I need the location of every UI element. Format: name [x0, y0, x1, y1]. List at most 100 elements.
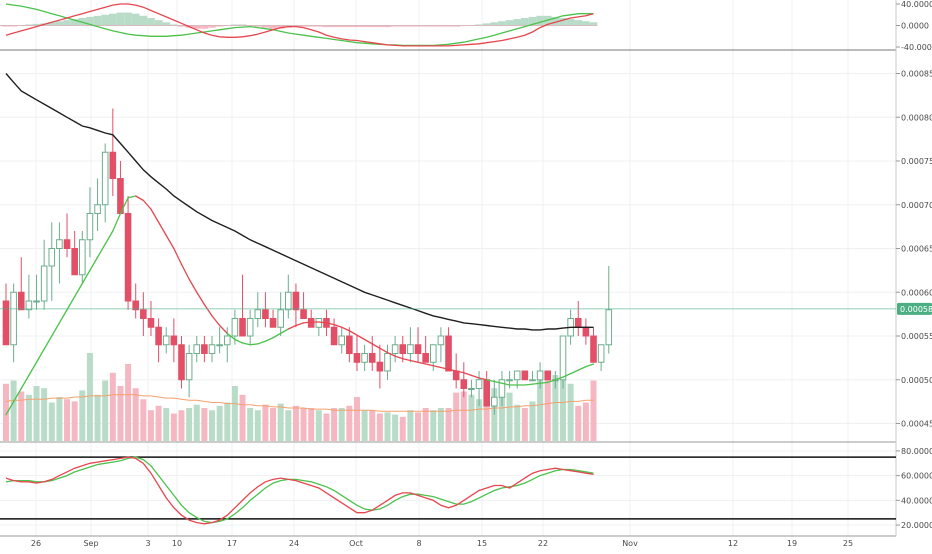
macd-histogram-bar: [200, 25, 209, 29]
macd-histogram-bar: [47, 22, 56, 26]
macd-histogram-bar: [505, 20, 514, 26]
volume-bar: [270, 408, 277, 441]
candle-body: [79, 239, 86, 276]
volume-bar: [109, 372, 116, 441]
ma-short-segment: [35, 348, 45, 363]
candle-body: [101, 151, 109, 206]
macd-histogram-bar: [208, 25, 216, 28]
volume-bar: [399, 416, 406, 441]
volume-bar: [514, 404, 521, 441]
candle-body: [170, 335, 178, 346]
macd-histogram-bar: [383, 25, 392, 28]
macd-histogram-bar: [139, 15, 148, 26]
ma-short-segment: [501, 382, 511, 386]
x-tick-label: 25: [843, 539, 853, 548]
macd-histogram-bar: [368, 25, 377, 28]
candle-body: [300, 309, 307, 319]
candle-body: [109, 151, 117, 179]
macd-histogram-bar: [376, 25, 384, 28]
volume-bar: [392, 414, 399, 441]
macd-histogram-bar: [86, 16, 94, 26]
macd-histogram-bar: [353, 25, 361, 28]
macd-histogram-bar: [2, 25, 10, 27]
macd-histogram-bar: [177, 25, 186, 27]
ma-short-segment: [43, 335, 53, 350]
volume-bar: [277, 403, 284, 441]
ma-short-segment: [28, 361, 38, 377]
volume-bar: [331, 408, 338, 441]
volume-bar: [430, 410, 437, 441]
volume-bar: [140, 399, 147, 441]
macd-histogram-bar: [307, 25, 316, 27]
macd-histogram-bar: [490, 22, 499, 26]
ma-short-segment: [142, 199, 152, 210]
candle-body: [498, 379, 506, 398]
ma-short-segment: [119, 197, 129, 215]
ma-short-segment: [371, 343, 381, 349]
x-axis[interactable]: 26 Sep 3 10 17 24 Oct 8 15 22 Nov 12 19 25: [31, 539, 853, 548]
candle-body: [429, 344, 437, 363]
ma-short-segment: [394, 355, 404, 360]
macd-histogram-bar: [147, 17, 155, 26]
candle-body: [178, 344, 185, 381]
candle-body: [292, 291, 300, 311]
macd-histogram-bar: [101, 14, 110, 26]
candle-body: [25, 300, 33, 311]
macd-histogram-bar: [345, 25, 354, 28]
x-tick-label: 10: [172, 539, 182, 548]
ma-long-line: [5, 73, 594, 331]
candle-body: [468, 388, 475, 390]
volume-bar: [353, 397, 360, 441]
volume-bar: [262, 404, 269, 441]
volume-bar: [41, 388, 48, 441]
macd-histogram-bar: [9, 25, 18, 27]
volume-bar: [170, 413, 177, 441]
candle-body: [529, 379, 536, 382]
macd-histogram-bar: [528, 16, 537, 26]
candle-body: [33, 300, 40, 303]
candle-body: [445, 335, 452, 372]
candle-body: [407, 344, 414, 354]
ma-short-segment: [249, 343, 259, 346]
candle-body: [605, 309, 613, 346]
macd-histogram-bar: [154, 20, 163, 26]
last-price-badge-label: 0.000581: [900, 305, 932, 314]
candle-body: [147, 318, 155, 328]
candle-body: [597, 344, 605, 363]
volume-bar: [453, 392, 460, 441]
ma-short-segment: [455, 370, 465, 374]
volume-bar: [117, 386, 124, 441]
ma-short-segment: [363, 338, 373, 345]
macd-histogram-bar: [330, 25, 338, 28]
volume-bar: [94, 394, 101, 441]
volume-bar: [415, 412, 422, 441]
candle-body: [491, 396, 498, 407]
x-tick-label: 3: [145, 539, 150, 548]
macd-histogram-bar: [337, 25, 346, 28]
volume-bar: [483, 383, 490, 441]
ma-short-segment: [150, 208, 160, 223]
volume-bar: [224, 402, 231, 441]
volume-bar: [79, 390, 86, 441]
volume-bar: [71, 401, 78, 441]
candle-body: [216, 344, 223, 347]
volume-bar: [346, 405, 353, 441]
volume-bar: [10, 380, 17, 441]
volume-bar: [460, 391, 467, 441]
ma-short-segment: [165, 234, 175, 250]
ma-short-segment: [12, 387, 22, 403]
ma-short-segment: [257, 340, 267, 345]
stoch-tick-label: 20.0000: [901, 521, 932, 530]
volume-bar: [567, 383, 574, 441]
ma-short-segment: [356, 334, 366, 341]
candle-body: [86, 213, 94, 241]
ma-short-segment: [348, 330, 358, 336]
ma-short-segment: [226, 332, 236, 341]
volume-bar: [338, 408, 345, 441]
ma-short-segment: [157, 221, 167, 237]
